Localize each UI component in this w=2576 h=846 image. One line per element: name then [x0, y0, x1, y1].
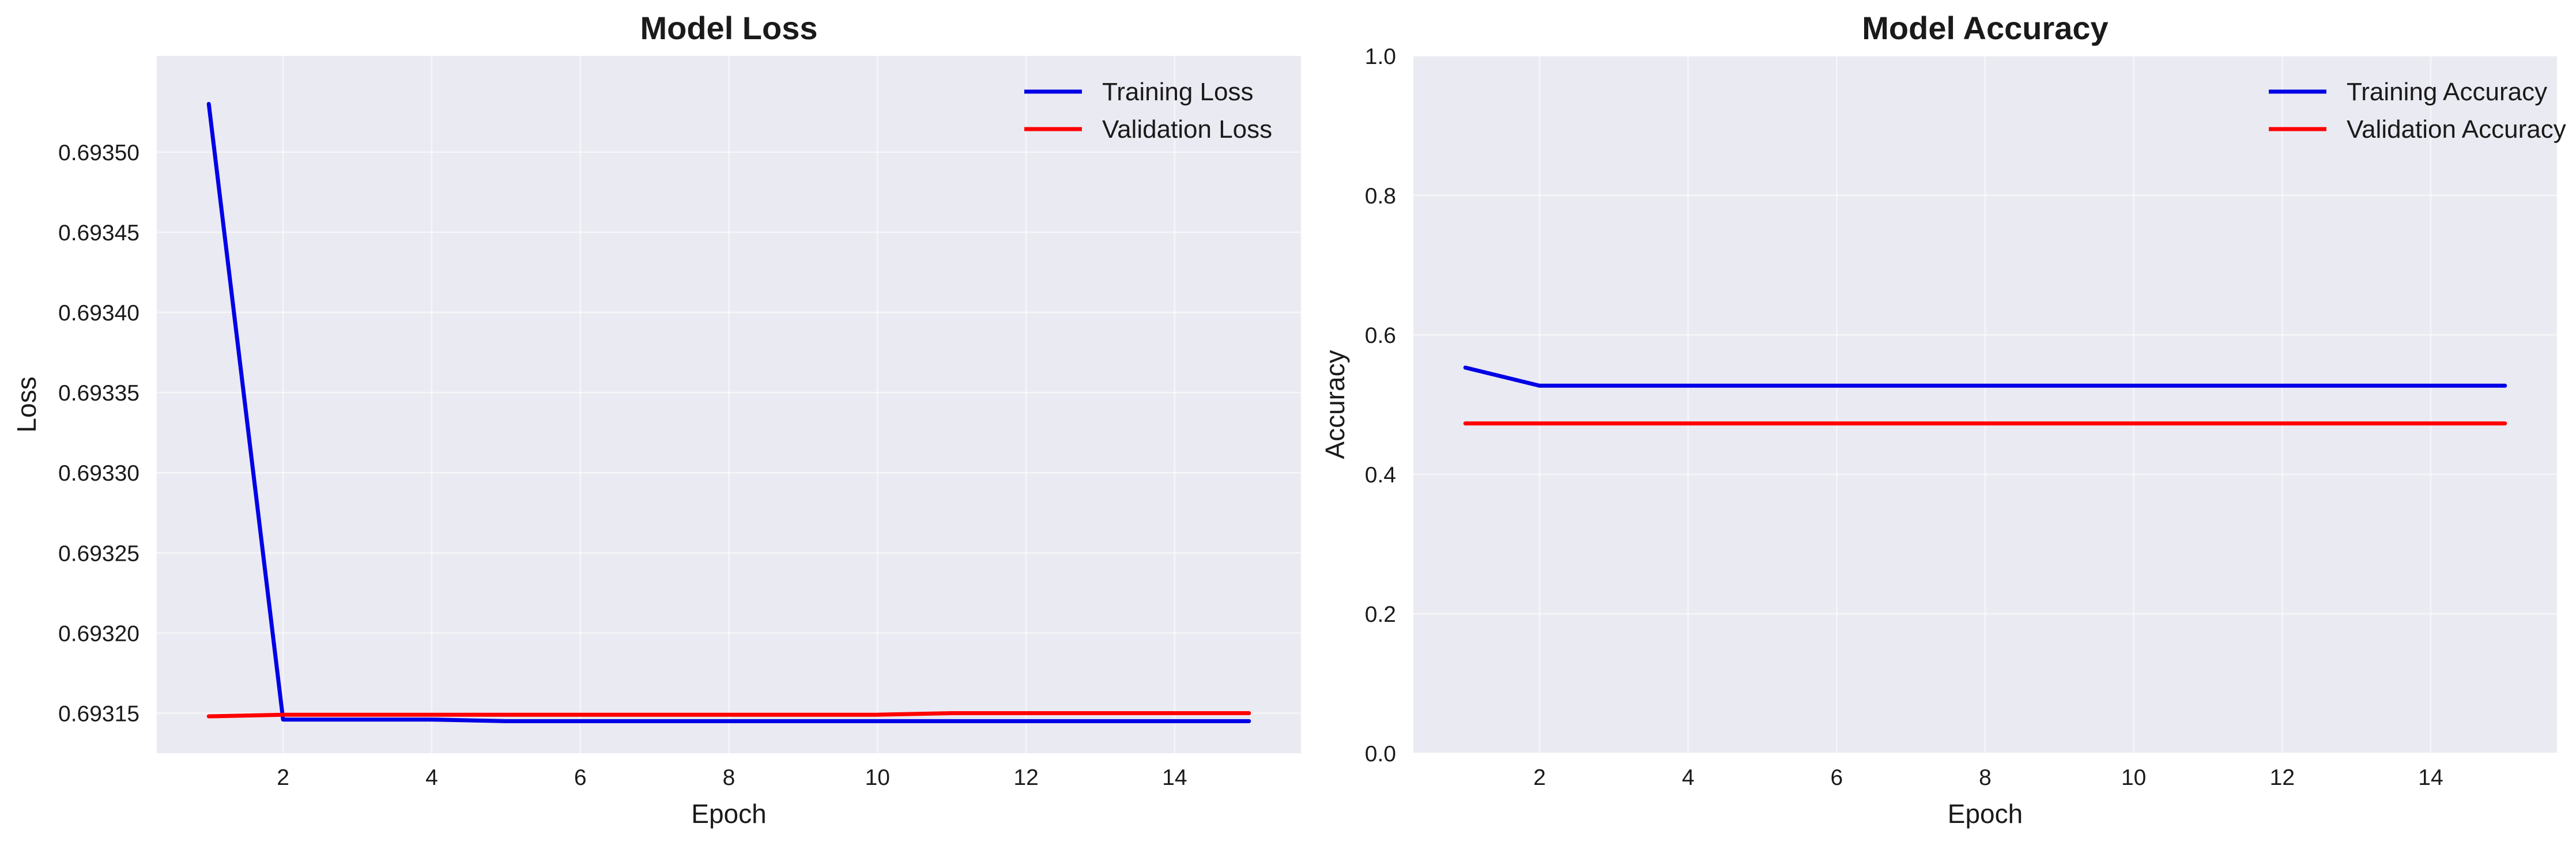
model-accuracy-y-axis-label: Accuracy [1320, 350, 1350, 459]
x-tick-label: 6 [574, 765, 587, 790]
model-loss-legend: Training Loss Validation Loss [1024, 78, 1272, 143]
model-accuracy-chart: 2 4 6 8 10 12 14 0.0 0.2 0.4 0.6 0.8 1.0 Model Accura… [1320, 10, 2566, 829]
y-tick-label: 0.8 [1365, 184, 1396, 209]
model-loss-title: Model Loss [640, 10, 817, 46]
y-tick-label: 0.69335 [58, 381, 139, 406]
x-tick-label: 14 [1162, 765, 1187, 790]
model-accuracy-legend: Training Accuracy Validation Accuracy [2269, 78, 2566, 143]
y-tick-label: 0.69350 [58, 141, 139, 165]
y-tick-label: 0.4 [1365, 463, 1396, 488]
x-tick-label: 12 [1013, 765, 1038, 790]
training-accuracy-legend-label: Training Accuracy [2347, 78, 2547, 106]
model-accuracy-title: Model Accuracy [1862, 10, 2108, 46]
y-tick-label: 0.69315 [58, 701, 139, 726]
x-tick-label: 2 [1533, 765, 1546, 790]
training-loss-legend-label: Training Loss [1102, 78, 1254, 106]
x-tick-label: 12 [2270, 765, 2295, 790]
model-loss-y-axis-label: Loss [12, 376, 42, 432]
model-accuracy-grid [1413, 55, 2557, 754]
y-tick-label: 0.69330 [58, 461, 139, 486]
model-accuracy-x-axis-label: Epoch [1948, 799, 2023, 829]
x-tick-label: 2 [277, 765, 289, 790]
validation-accuracy-legend-label: Validation Accuracy [2347, 115, 2566, 143]
x-tick-label: 8 [723, 765, 736, 790]
x-tick-label: 14 [2418, 765, 2443, 790]
validation-loss-line [206, 711, 1251, 719]
x-tick-label: 4 [1682, 765, 1695, 790]
y-tick-label: 0.6 [1365, 323, 1396, 348]
y-tick-label: 0.69325 [58, 541, 139, 566]
y-tick-label: 1.0 [1365, 44, 1396, 69]
training-accuracy-line [1463, 365, 2507, 388]
model-loss-chart: 2 4 6 8 10 12 14 0.69315 0.69320 0.69325 0.69330 0.… [12, 10, 1301, 829]
y-tick-label: 0.69345 [58, 221, 139, 246]
y-tick-label: 0.69320 [58, 621, 139, 646]
model-loss-x-axis-label: Epoch [691, 799, 766, 829]
y-tick-label: 0.69340 [58, 301, 139, 326]
x-tick-label: 6 [1830, 765, 1843, 790]
training-loss-line [206, 101, 1251, 723]
x-tick-label: 10 [865, 765, 890, 790]
validation-loss-legend-label: Validation Loss [1102, 115, 1272, 143]
x-tick-label: 4 [425, 765, 438, 790]
x-tick-label: 10 [2121, 765, 2146, 790]
y-tick-label: 0.0 [1365, 742, 1396, 766]
x-tick-label: 8 [1979, 765, 1992, 790]
y-tick-label: 0.2 [1365, 602, 1396, 627]
